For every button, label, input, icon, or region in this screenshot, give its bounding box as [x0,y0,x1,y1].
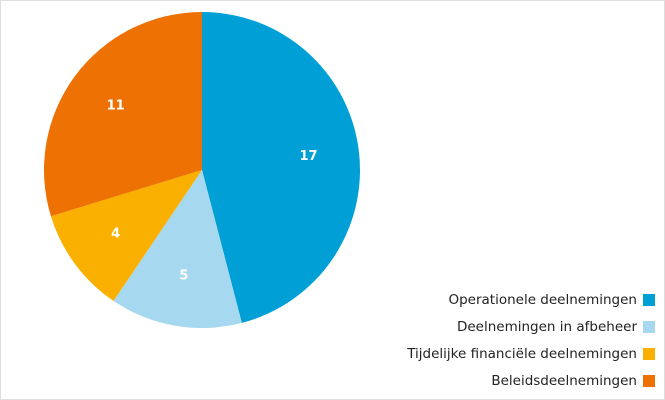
legend-label: Tijdelijke financiële deelnemingen [406,346,637,362]
legend-swatch [643,348,655,360]
legend-label: Deelnemingen in afbeheer [457,319,637,335]
data-label: 5 [179,268,188,283]
data-label: 11 [107,99,125,114]
legend-label: Operationele deelnemingen [448,292,637,308]
legend-label: Beleidsdeelnemingen [491,373,637,389]
data-label: 17 [300,149,318,164]
pie-slice [50,170,202,301]
pie-slice [202,12,360,323]
pie-slice [43,12,203,217]
data-label: 4 [111,226,120,241]
legend-swatch [643,375,655,387]
legend-swatch [643,321,655,333]
legend-swatch [643,294,655,306]
pie-slice [113,170,242,328]
